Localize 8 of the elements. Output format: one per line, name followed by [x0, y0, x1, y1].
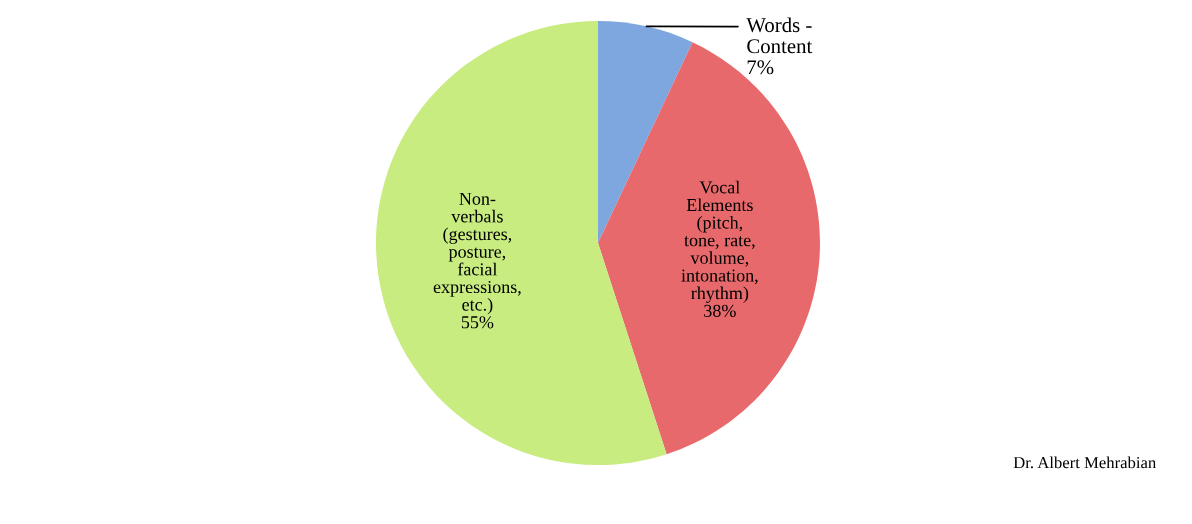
slice-label: Words - Content: [746, 17, 813, 54]
slice-label: Vocal Elements (pitch, tone, rate, volume, intonation, rhythm): [681, 180, 758, 303]
data-label: 7%: [747, 60, 774, 75]
data-label: 55%: [461, 316, 494, 329]
text: Dr. Albert Mehrabian: [1013, 456, 1156, 469]
data-label: 38%: [704, 304, 736, 317]
slice-label: Non- verbals (gestures, posture, facial expressions, etc.): [433, 192, 521, 315]
pie-slice: [376, 21, 667, 465]
